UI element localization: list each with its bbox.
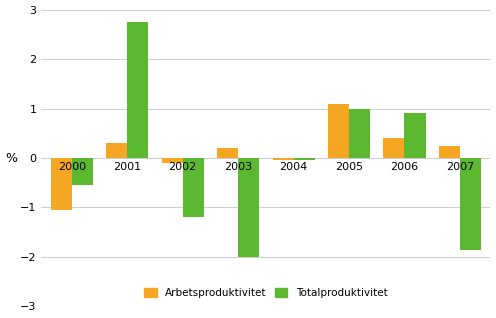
Bar (439, 146, 460, 158)
Bar (72, 158, 93, 185)
Bar (460, 158, 481, 250)
Text: 2002: 2002 (169, 162, 197, 172)
Bar (404, 114, 426, 158)
Text: 2004: 2004 (279, 162, 308, 172)
Bar (51, 158, 72, 210)
Bar (106, 143, 127, 158)
Text: 2006: 2006 (390, 162, 419, 172)
Y-axis label: %: % (5, 151, 17, 164)
Bar (183, 158, 204, 218)
Text: 2005: 2005 (335, 162, 363, 172)
Bar (383, 138, 404, 158)
Bar (217, 148, 238, 158)
Bar (294, 158, 314, 161)
Bar (162, 158, 183, 163)
Text: 2000: 2000 (58, 162, 86, 172)
Legend: Arbetsproduktivitet, Totalproduktivitet: Arbetsproduktivitet, Totalproduktivitet (141, 285, 390, 301)
Text: 2003: 2003 (224, 162, 252, 172)
Bar (328, 104, 349, 158)
Text: 2007: 2007 (446, 162, 474, 172)
Text: 2001: 2001 (113, 162, 141, 172)
Bar (127, 22, 148, 158)
Bar (349, 108, 370, 158)
Bar (272, 158, 294, 161)
Bar (238, 158, 259, 257)
